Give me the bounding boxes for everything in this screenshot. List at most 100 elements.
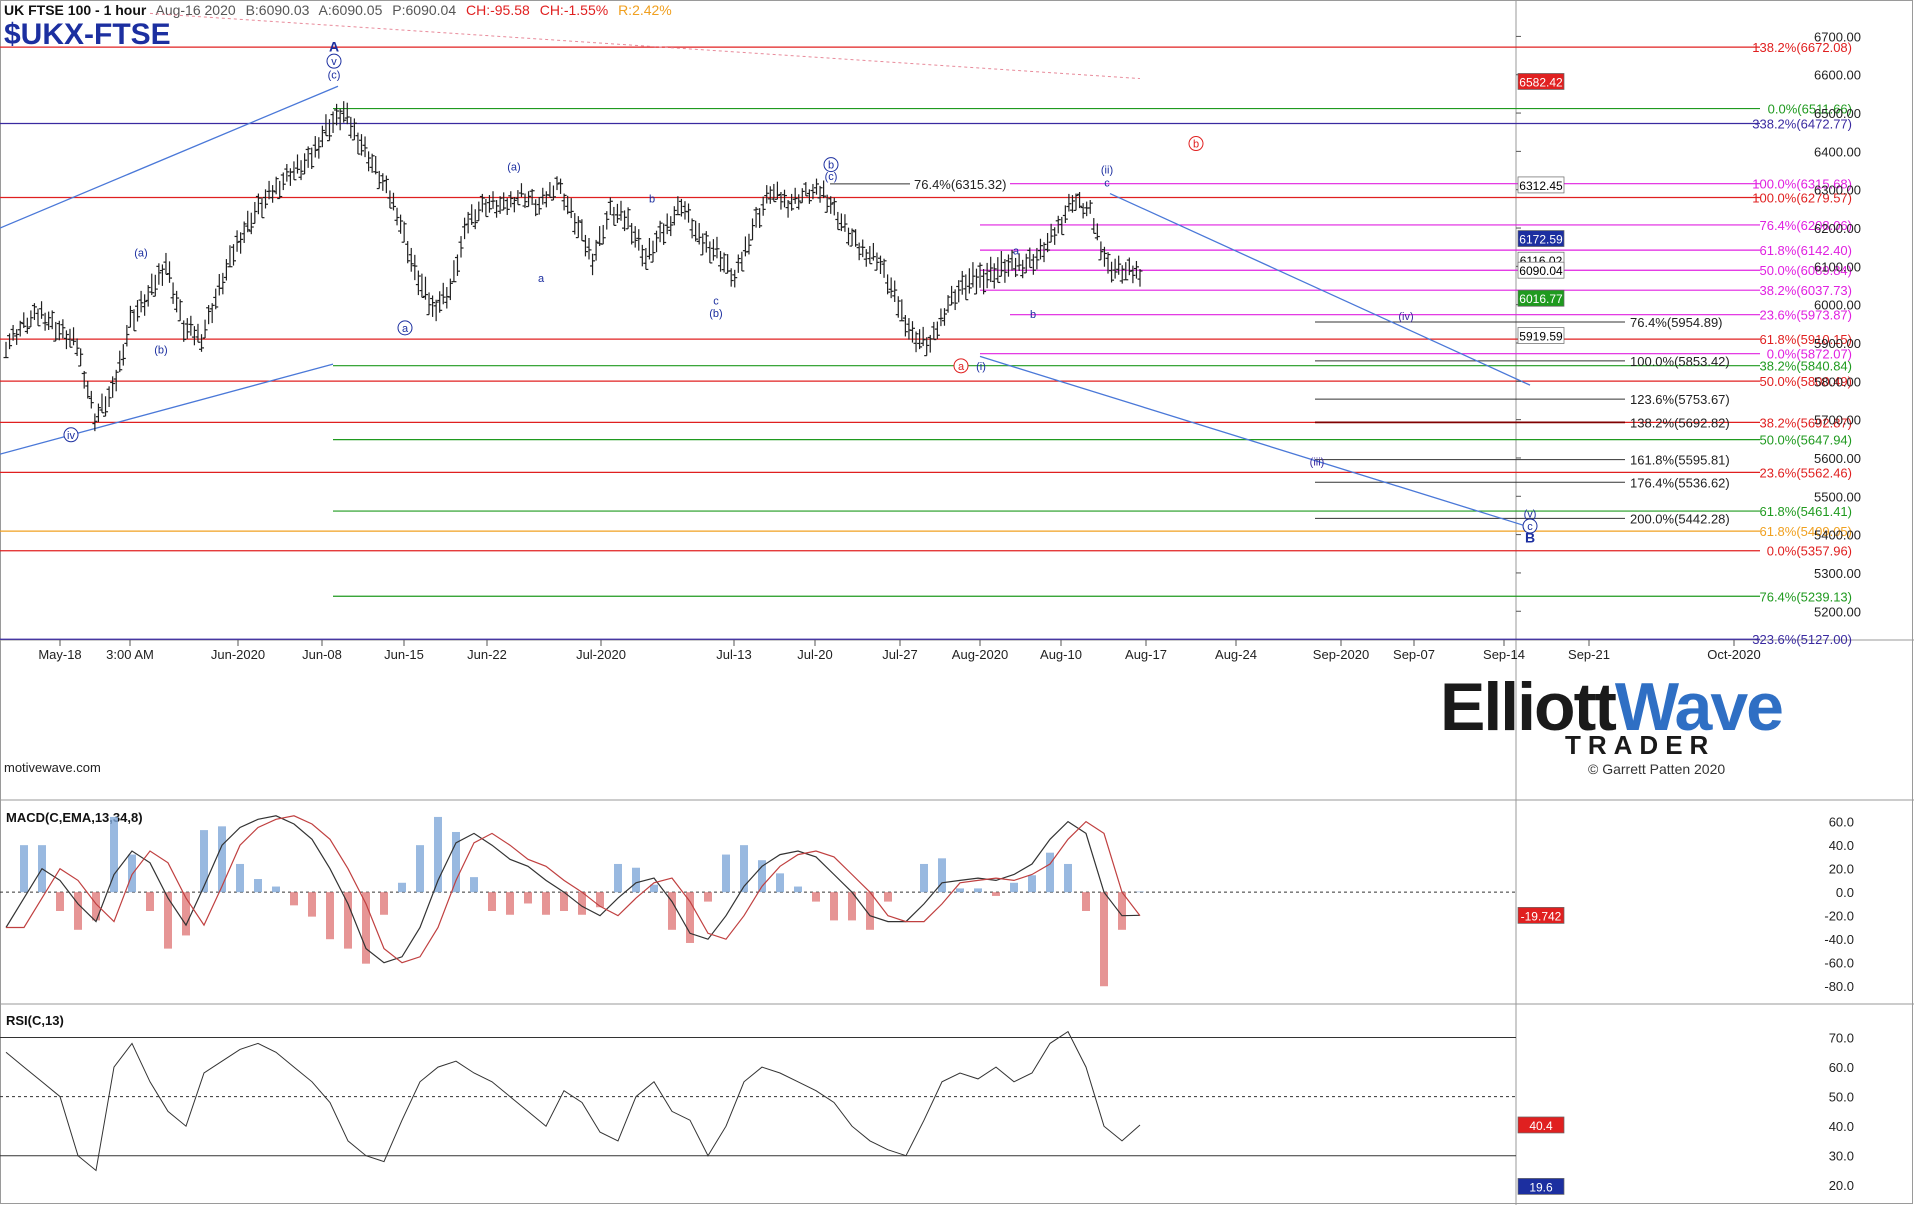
ohlc-bar: [1005, 254, 1011, 277]
fib-label: 50.0%(6089.84): [1759, 263, 1852, 278]
projection-label: 200.0%(5442.28): [1630, 511, 1730, 526]
ohlc-bar: [1009, 249, 1015, 271]
fib-label: 138.2%(6672.08): [1752, 40, 1852, 55]
macd-histogram-bar: [416, 845, 424, 893]
rsi-line: [5, 1030, 1141, 1172]
ohlc-bar: [764, 185, 770, 204]
ohlc-bar: [963, 274, 969, 301]
time-tick-label: Aug-2020: [952, 647, 1008, 662]
rsi-tick-label: 20.0: [1829, 1178, 1854, 1193]
macd-histogram-bar: [524, 892, 532, 904]
ohlc-bar: [881, 258, 887, 278]
ohlc-bar: [657, 220, 663, 243]
ohlc-bar: [629, 223, 635, 245]
ohlc-bar: [440, 282, 446, 305]
ohlc-bar: [430, 295, 436, 317]
wave-label: (c): [328, 70, 341, 82]
price-tick-label: 5800.00: [1814, 374, 1861, 389]
ohlc-bar: [597, 226, 603, 247]
ohlc-bar: [1030, 254, 1036, 275]
wave-label: (i): [976, 361, 986, 373]
price-label-box: [1517, 327, 1565, 344]
macd-histogram-bar: [974, 888, 982, 893]
macd-histogram-bar: [92, 892, 100, 921]
ohlc-bar: [1045, 233, 1051, 253]
ohlc-bar: [1112, 258, 1118, 279]
macd-histogram-bar: [290, 892, 298, 906]
macd-histogram-bar: [578, 892, 586, 915]
price-tick-label: 5300.00: [1814, 566, 1861, 581]
ohlc-bar: [888, 277, 894, 299]
time-tick-label: 3:00 AM: [106, 647, 154, 662]
ohlc-bar: [1091, 218, 1097, 234]
wave-label: c: [713, 296, 719, 308]
resistance-dotted-line: [149, 12, 1141, 80]
ohlc-bar: [483, 198, 489, 218]
wave-label: c: [1104, 178, 1110, 190]
ohlc-bar: [838, 213, 844, 232]
time-tick-label: Sep-07: [1393, 647, 1435, 662]
ohlc-bar: [35, 308, 41, 327]
ohlc-bar: [718, 251, 724, 272]
ohlc-bar: [508, 191, 514, 208]
macd-tick-label: 0.0: [1836, 885, 1854, 900]
ohlc-bar: [654, 230, 660, 253]
ohlc-bar: [593, 239, 599, 261]
ohlc-bar: [984, 262, 990, 289]
ohlc-bar: [291, 161, 297, 181]
ohlc-bar: [582, 234, 588, 257]
macd-title: MACD(C,EMA,13,34,8): [6, 810, 143, 825]
ohlc-bar: [135, 300, 141, 322]
ohlc-bar: [358, 134, 364, 156]
macd-histogram-bar: [650, 884, 658, 893]
ohlc-bar: [522, 193, 528, 209]
wave-label: b: [1193, 139, 1199, 151]
ohlc-bar: [355, 132, 361, 155]
ohlc-bar: [550, 185, 556, 201]
macd-histogram-bar: [398, 882, 406, 893]
ask-value: A:6090.05: [318, 2, 383, 18]
ohlc-bar: [501, 192, 507, 211]
ohlc-bar: [1105, 252, 1111, 274]
ohlc-bar: [241, 221, 247, 243]
ohlc-bar: [28, 310, 34, 328]
ohlc-bar: [650, 240, 656, 263]
ohlc-bar: [412, 254, 418, 281]
price-label: 6016.77: [1519, 292, 1563, 306]
projection-label: 176.4%(5536.62): [1630, 475, 1730, 490]
elliott-wave-trader-logo: ElliottWave TRADER © Garrett Patten 2020: [1440, 668, 1784, 780]
ohlc-bar: [732, 269, 738, 288]
ohlc-bar: [895, 296, 901, 318]
ohlc-bar: [1123, 262, 1129, 281]
ohlc-bar: [255, 193, 261, 215]
ohlc-bar: [824, 194, 830, 213]
ohlc-bar: [294, 154, 300, 174]
wave-label-circle: [63, 427, 79, 443]
ohlc-bar: [387, 190, 393, 209]
ohlc-bar: [348, 116, 354, 139]
fib-label: 0.0%(5357.96): [1767, 544, 1852, 559]
macd-histogram-bar: [272, 886, 280, 893]
macd-tick-label: -40.0: [1824, 932, 1854, 947]
rsi-lower-label: 19.6: [1529, 1180, 1553, 1194]
time-tick-label: Sep-2020: [1313, 647, 1369, 662]
ohlc-bar: [494, 200, 500, 218]
macd-histogram-bar: [506, 892, 514, 915]
ohlc-bar: [287, 168, 293, 186]
ohlc-bar: [753, 206, 759, 228]
time-tick-label: Jun-2020: [211, 647, 265, 662]
ohlc-bar: [383, 175, 389, 194]
ohlc-bar: [330, 111, 336, 133]
ohlc-bar: [643, 247, 649, 271]
ohlc-bar: [63, 330, 69, 350]
ohlc-bar: [223, 259, 229, 281]
price-tick-label: 6300.00: [1814, 183, 1861, 198]
ohlc-bar: [696, 223, 702, 245]
wave-label-circle: [953, 358, 969, 374]
ohlc-bar: [53, 321, 59, 342]
ohlc-bar: [195, 323, 201, 343]
wave-label-circle: [326, 53, 342, 69]
price-label-box: [1517, 289, 1565, 307]
ohlc-bar: [117, 350, 123, 373]
